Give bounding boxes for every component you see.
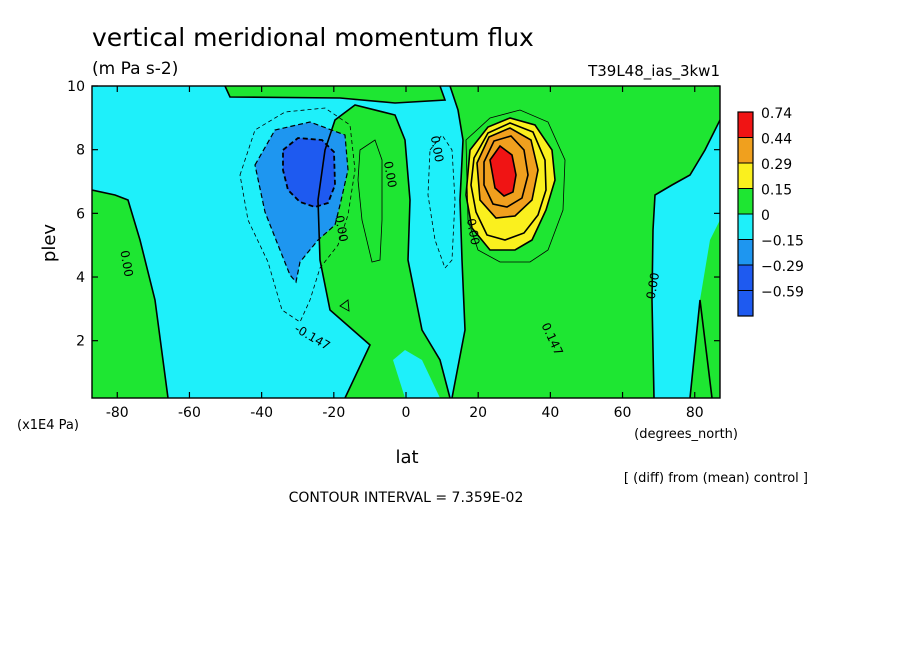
contour-neg-thin-outer — [239, 107, 356, 323]
x-tick-label-0: -80 — [106, 405, 129, 421]
contour-pos-red — [489, 144, 517, 197]
legend-label-3: 0.15 — [761, 183, 792, 199]
legend-label-1: 0.44 — [761, 132, 792, 148]
contour-zero-east — [651, 119, 720, 398]
contour-label-4: 0.00 — [381, 160, 399, 189]
legend-swatch-1 — [737, 137, 754, 164]
contour-label-7: 0.00 — [644, 272, 662, 301]
color-legend: 0.74 0.44 0.29 0.15 0 −0.15 −0.29 −0.59 — [737, 106, 804, 317]
y-tick-label-0: 2 — [76, 334, 85, 350]
contour-label-6: 0.00 — [464, 217, 482, 246]
contour-interval: CONTOUR INTERVAL = 7.359E-02 — [289, 490, 524, 506]
x-tick-label-1: -60 — [178, 405, 201, 421]
x-tick-label-4: 0 — [402, 405, 411, 421]
chart-title: vertical meridional momentum flux — [92, 23, 534, 52]
red-core — [490, 146, 516, 196]
legend-label-0: 0.74 — [761, 106, 792, 122]
legend-swatch-7 — [737, 290, 754, 317]
blue-core — [283, 138, 335, 207]
x-tick-label-2: -40 — [250, 405, 273, 421]
y-tick-label-3: 8 — [76, 143, 85, 159]
contour-zero-central — [317, 104, 451, 398]
contour-pos-mid — [470, 122, 547, 241]
green-region-central — [318, 105, 450, 398]
x-axis: -80 -60 -40 -20 0 20 40 60 80 — [106, 86, 704, 421]
cyan-tongue-north-east — [652, 120, 720, 398]
legend-swatch-5 — [737, 239, 754, 266]
green-region-south-west — [92, 190, 168, 398]
y-axis: 2 4 6 8 10 — [67, 79, 720, 350]
contour-neg-147 — [282, 137, 336, 208]
legend-frame — [737, 111, 754, 317]
y-tick-label-1: 4 — [76, 270, 85, 286]
y-units-label: (x1E4 Pa) — [17, 418, 79, 433]
legend-swatch-3 — [737, 188, 754, 215]
x-tick-label-7: 60 — [614, 405, 632, 421]
green-spike-east — [690, 300, 712, 398]
contour-pos-147 — [465, 117, 556, 251]
green-region-top — [225, 86, 445, 103]
contour-pos-thin-north — [465, 109, 566, 263]
chart-subtitle: (m Pa s-2) — [92, 59, 178, 79]
contour-small-triangle — [339, 299, 350, 312]
x-units-label: (degrees_north) — [634, 427, 738, 442]
contour-zero-top — [224, 86, 447, 104]
contour-label-3: 0.00 — [332, 214, 350, 243]
x-tick-label-8: 80 — [686, 405, 704, 421]
legend-swatch-6 — [737, 264, 754, 291]
run-label: T39L48_ias_3kw1 — [587, 62, 720, 81]
x-tick-label-5: 20 — [469, 405, 487, 421]
x-tick-label-3: -20 — [322, 405, 345, 421]
x-tick-label-6: 40 — [541, 405, 559, 421]
cyan-gap-central — [393, 350, 440, 398]
y-axis-label: plev — [39, 224, 60, 263]
contour-label-5: 0.00 — [428, 135, 446, 164]
legend-label-2: 0.29 — [761, 157, 792, 173]
legend-label-7: −0.59 — [761, 285, 804, 301]
contour-neg-midblue — [254, 121, 349, 284]
contour-neg-thin-central — [427, 134, 456, 269]
contour-zero-west — [92, 189, 169, 398]
legend-label-6: −0.29 — [761, 259, 804, 275]
legend-swatch-4 — [737, 213, 754, 240]
legend-label-4: 0 — [761, 208, 770, 224]
y-tick-label-4: 10 — [67, 79, 85, 95]
legend-swatch-0 — [737, 111, 754, 138]
legend-label-5: −0.15 — [761, 234, 804, 250]
contour-label-2: 0.00 — [117, 249, 135, 278]
x-axis-label: lat — [395, 447, 418, 468]
legend-swatch-2 — [737, 162, 754, 189]
contour-pos-thin-central — [357, 139, 383, 263]
diff-note: [ (diff) from (mean) control ] — [624, 471, 808, 486]
contour-zero-spike — [689, 299, 713, 398]
contour-pos-inner — [483, 135, 529, 208]
y-tick-label-2: 6 — [76, 206, 85, 222]
contour-zero-north — [449, 86, 466, 398]
contour-pos-orange — [476, 127, 539, 219]
